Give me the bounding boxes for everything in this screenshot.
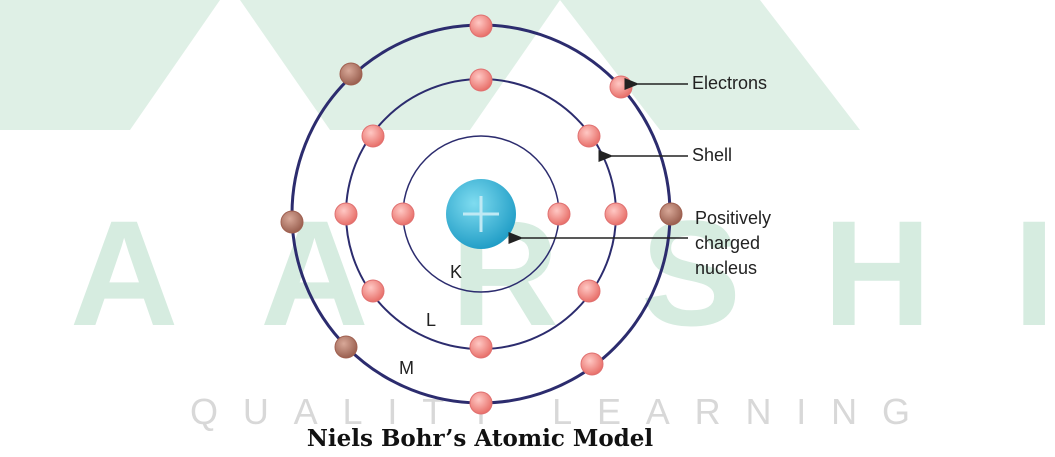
watermark-shape	[560, 0, 860, 130]
electron	[470, 15, 492, 37]
electron	[335, 203, 357, 225]
electron	[660, 203, 682, 225]
electron	[470, 392, 492, 414]
electron	[548, 203, 570, 225]
electron	[610, 76, 632, 98]
electron	[578, 125, 600, 147]
label-shell: Shell	[692, 145, 732, 165]
label-nucleus: charged	[695, 233, 760, 253]
electron	[605, 203, 627, 225]
electron	[470, 69, 492, 91]
watermark-shape	[240, 0, 560, 130]
electron	[362, 125, 384, 147]
electron	[335, 336, 357, 358]
shell-label: M	[399, 358, 414, 378]
electron	[578, 280, 600, 302]
diagram: AARSHI QUALITY LEARNING Electrons Shell …	[0, 0, 1055, 457]
electron	[362, 280, 384, 302]
shell-label: L	[426, 310, 436, 330]
electron	[340, 63, 362, 85]
shell-label: K	[450, 262, 462, 282]
electron	[392, 203, 414, 225]
label-nucleus: Positively	[695, 208, 771, 228]
watermark-shape	[0, 0, 220, 130]
label-electrons: Electrons	[692, 73, 767, 93]
electron	[581, 353, 603, 375]
electron	[470, 336, 492, 358]
title: Niels Bohr’s Atomic Model	[307, 425, 654, 452]
label-nucleus: nucleus	[695, 258, 757, 278]
electron	[281, 211, 303, 233]
